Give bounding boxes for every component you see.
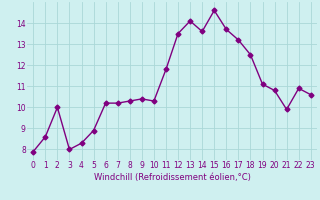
X-axis label: Windchill (Refroidissement éolien,°C): Windchill (Refroidissement éolien,°C) — [93, 173, 251, 182]
